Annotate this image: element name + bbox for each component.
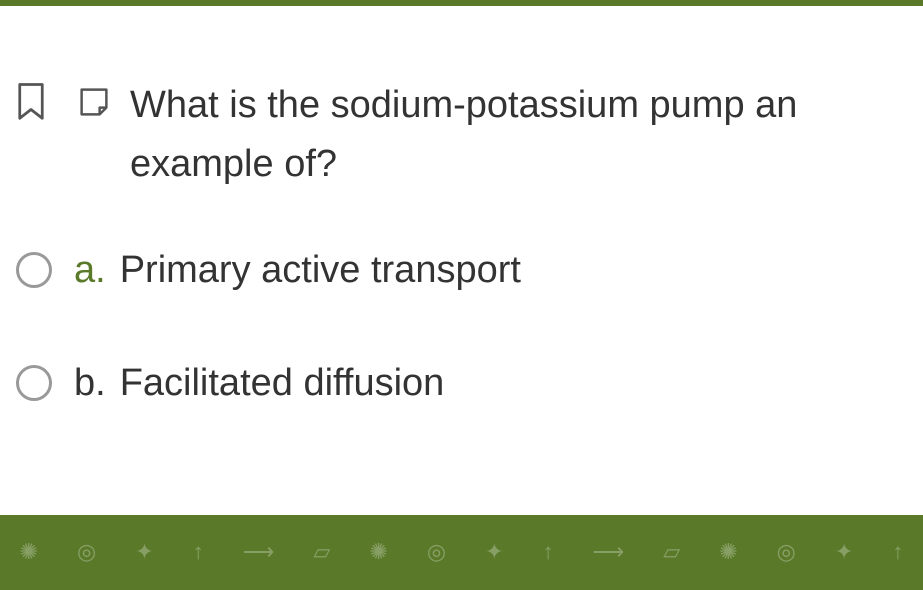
pattern-glyph: ◎ (427, 539, 446, 565)
radio-a[interactable] (16, 252, 52, 288)
quiz-card: What is the sodium-potassium pump an exa… (0, 0, 923, 590)
pattern-glyph: ▱ (663, 539, 680, 565)
option-text-b: Facilitated diffusion (120, 362, 445, 405)
pattern-glyph: ⟶ (243, 539, 275, 565)
question-row: What is the sodium-potassium pump an exa… (10, 76, 913, 194)
pattern-glyph: ↑ (892, 539, 903, 565)
pattern-glyph: ⟶ (593, 539, 625, 565)
flag-column (70, 76, 130, 120)
bookmark-column (10, 76, 70, 122)
bookmark-icon[interactable] (16, 82, 46, 122)
note-icon[interactable] (76, 84, 112, 120)
pattern-glyph: ↑ (193, 539, 204, 565)
answer-option-a[interactable]: a. Primary active transport (10, 249, 913, 292)
pattern-glyph: ◎ (77, 539, 96, 565)
answer-option-b[interactable]: b. Facilitated diffusion (10, 362, 913, 405)
pattern-glyph: ◎ (777, 539, 796, 565)
pattern-glyph: ✦ (835, 539, 853, 565)
question-text: What is the sodium-potassium pump an exa… (130, 76, 913, 194)
pattern-glyph: ✦ (135, 539, 153, 565)
option-label-b: b. (74, 362, 106, 405)
decorative-footer-band: ✺ ◎ ✦ ↑ ⟶ ▱ ✺ ◎ ✦ ↑ ⟶ ▱ ✺ ◎ ✦ ↑ (0, 515, 923, 590)
option-text-a: Primary active transport (120, 249, 521, 292)
pattern-glyph: ↑ (543, 539, 554, 565)
pattern-glyph: ✦ (485, 539, 503, 565)
radio-b[interactable] (16, 365, 52, 401)
option-label-a: a. (74, 249, 106, 292)
pattern-glyph: ▱ (313, 539, 330, 565)
pattern-glyph: ✺ (719, 539, 737, 565)
pattern-glyph: ✺ (369, 539, 387, 565)
content-area: What is the sodium-potassium pump an exa… (0, 6, 923, 515)
pattern-glyph: ✺ (20, 539, 38, 565)
footer-pattern: ✺ ◎ ✦ ↑ ⟶ ▱ ✺ ◎ ✦ ↑ ⟶ ▱ ✺ ◎ ✦ ↑ (0, 519, 923, 586)
